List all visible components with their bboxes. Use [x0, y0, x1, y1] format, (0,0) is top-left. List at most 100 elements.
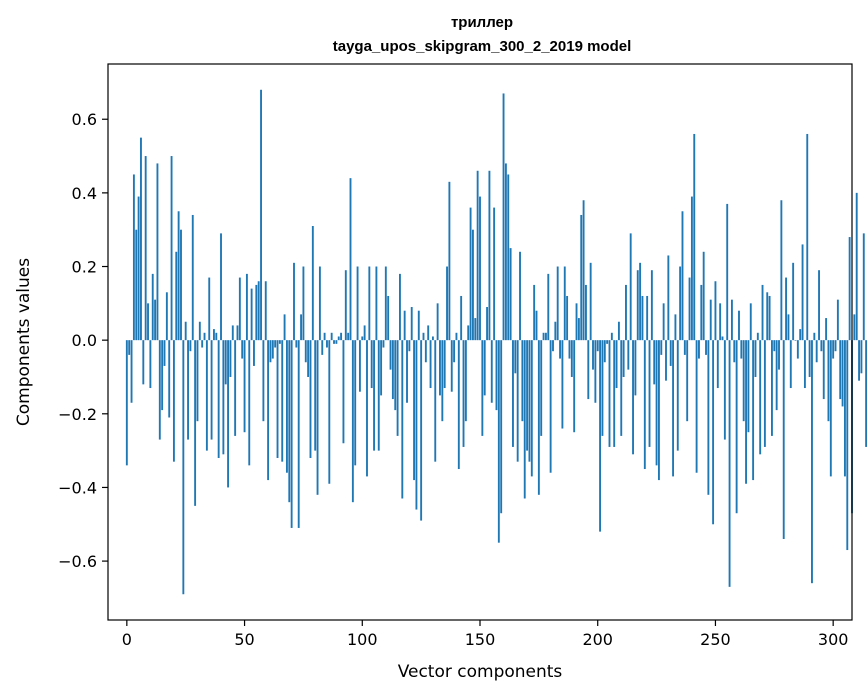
bar-257 — [730, 299, 733, 341]
bar-71 — [293, 262, 295, 341]
bar-287 — [801, 244, 804, 341]
bar-271 — [763, 340, 766, 447]
bar-80 — [314, 340, 317, 451]
bar-312 — [860, 340, 863, 374]
x-tick-label: 50 — [234, 630, 254, 649]
bar-267 — [754, 340, 757, 377]
bar-300 — [832, 340, 835, 359]
bar-147 — [471, 229, 474, 341]
bar-109 — [382, 340, 385, 348]
bar-180 — [549, 340, 552, 473]
bar-224 — [653, 340, 656, 385]
bar-235 — [679, 266, 682, 341]
x-tick-label: 150 — [465, 630, 496, 649]
bar-244 — [700, 284, 703, 341]
bar-168 — [521, 340, 524, 422]
bar-118 — [403, 310, 406, 341]
bar-140 — [455, 332, 458, 341]
bar-78 — [309, 340, 312, 458]
bar-143 — [462, 340, 465, 447]
bar-130 — [431, 336, 434, 341]
bar-207 — [613, 340, 616, 447]
bar-137 — [448, 181, 451, 341]
bar-44 — [229, 340, 232, 377]
bar-46 — [234, 340, 237, 436]
bar-177 — [542, 332, 545, 341]
plot-frame — [107, 63, 853, 621]
bar-115 — [396, 340, 399, 436]
bar-283 — [792, 262, 795, 341]
bar-251 — [716, 340, 719, 389]
bar-120 — [408, 340, 411, 352]
bar-222 — [648, 340, 651, 447]
bar-301 — [834, 340, 837, 352]
bar-195 — [585, 284, 587, 341]
x-tick-label: 100 — [347, 630, 378, 649]
bar-247 — [707, 340, 710, 495]
bar-47 — [236, 325, 239, 341]
bar-153 — [486, 307, 488, 341]
bar-126 — [422, 332, 425, 341]
bar-66 — [281, 340, 284, 462]
bar-274 — [771, 340, 773, 436]
bar-158 — [497, 340, 500, 543]
bar-185 — [561, 340, 564, 429]
bar-230 — [667, 255, 670, 341]
bar-197 — [589, 262, 592, 341]
bar-233 — [674, 314, 677, 341]
bar-6 — [140, 137, 142, 341]
bar-61 — [269, 340, 272, 363]
bar-25 — [184, 321, 187, 341]
bar-134 — [441, 340, 444, 422]
bar-160 — [502, 93, 505, 341]
bar-59 — [264, 281, 267, 341]
bar-211 — [622, 340, 625, 377]
bar-60 — [267, 340, 270, 481]
bar-190 — [573, 340, 576, 433]
bar-90 — [337, 336, 340, 341]
bar-262 — [742, 340, 745, 422]
bar-161 — [504, 163, 507, 341]
bar-157 — [495, 340, 498, 411]
bar-182 — [554, 321, 557, 341]
bar-121 — [410, 307, 413, 341]
bar-1 — [128, 340, 131, 355]
bar-253 — [721, 336, 724, 341]
bar-172 — [530, 340, 533, 477]
bar-96 — [351, 340, 354, 503]
bar-155 — [490, 340, 493, 403]
bar-139 — [453, 340, 456, 363]
bar-10 — [149, 340, 152, 389]
bar-94 — [347, 332, 350, 341]
x-tick-label: 0 — [122, 630, 132, 649]
bar-81 — [316, 340, 319, 495]
bar-169 — [523, 340, 526, 499]
bar-93 — [344, 270, 347, 341]
bar-229 — [665, 340, 667, 381]
bar-17 — [165, 292, 168, 341]
bar-296 — [822, 340, 825, 400]
bar-8 — [144, 156, 147, 341]
bar-112 — [389, 340, 392, 370]
bar-198 — [592, 340, 594, 370]
bar-165 — [514, 340, 517, 374]
bar-123 — [415, 340, 418, 510]
bar-98 — [356, 266, 359, 341]
y-tick-label: 0.6 — [72, 110, 97, 129]
bar-215 — [632, 340, 634, 455]
bar-286 — [799, 329, 802, 341]
chart-subtitle: tayga_upos_skipgram_300_2_2019 model — [333, 38, 632, 55]
bar-290 — [808, 340, 811, 377]
bar-57 — [260, 89, 262, 341]
bar-252 — [719, 303, 722, 341]
bar-125 — [420, 340, 423, 521]
bar-173 — [533, 284, 536, 341]
bar-26 — [187, 340, 189, 440]
bar-70 — [290, 340, 293, 528]
bar-214 — [629, 233, 632, 341]
bar-189 — [570, 340, 573, 377]
bar-288 — [803, 340, 806, 389]
bar-205 — [608, 340, 611, 447]
bar-156 — [493, 207, 496, 341]
bar-32 — [201, 340, 204, 348]
